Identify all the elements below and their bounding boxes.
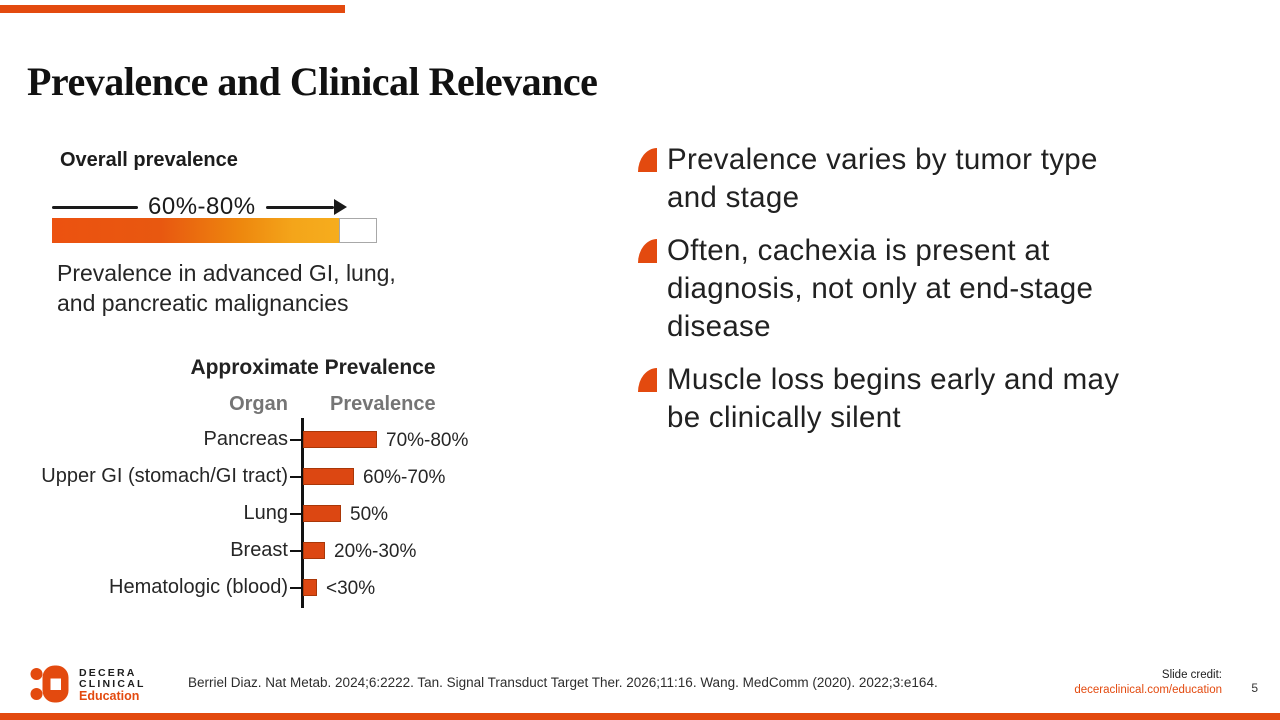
bar-value-label: 50% xyxy=(350,504,389,525)
gradient-empty-segment xyxy=(339,218,377,243)
overall-prevalence-heading: Overall prevalence xyxy=(60,149,238,171)
arrow-line-left xyxy=(52,205,138,209)
chart-row: Breast 20%-30% xyxy=(0,539,520,562)
bottom-accent-strip xyxy=(0,713,1280,720)
bullet-text: Prevalence varies by tumor type and stag… xyxy=(667,143,1098,214)
overall-caption: Prevalence in advanced GI, lung, and pan… xyxy=(57,260,396,316)
prevalence-gradient-bar xyxy=(52,218,377,243)
decera-logo: DECERA CLINICAL Education xyxy=(30,664,146,704)
bullet-text: Muscle loss begins early and may be clin… xyxy=(667,363,1120,434)
chart-bar xyxy=(303,579,317,596)
bullet-flag-icon xyxy=(638,239,657,263)
arrow-line-right xyxy=(265,205,334,209)
organ-label: Lung xyxy=(243,502,289,524)
bullet-item: Prevalence varies by tumor type and stag… xyxy=(638,141,1223,217)
slide-credit: Slide credit: deceraclinical.com/educati… xyxy=(1074,668,1222,698)
slide-credit-link[interactable]: deceraclinical.com/education xyxy=(1074,684,1222,696)
organ-label: Hematologic (blood) xyxy=(109,576,288,598)
chart-bar xyxy=(303,431,377,448)
bullet-flag-icon xyxy=(638,368,657,392)
chart-column-organ: Organ xyxy=(229,393,288,415)
bullet-item: Often, cachexia is present at diagnosis,… xyxy=(638,232,1223,346)
page-number: 5 xyxy=(1251,681,1258,695)
chart-row: Upper GI (stomach/GI tract) 60%-70% xyxy=(0,465,520,488)
chart-axis-line xyxy=(301,418,304,608)
logo-line-clinical: CLINICAL xyxy=(79,677,146,690)
logo-line-decera: DECERA xyxy=(79,667,137,679)
chart-title: Approximate Prevalence xyxy=(190,356,436,379)
chart-row: Pancreas 70%-80% xyxy=(0,428,520,451)
bullet-flag-icon xyxy=(638,148,657,172)
bar-value-label: 20%-30% xyxy=(334,541,417,562)
bullet-item: Muscle loss begins early and may be clin… xyxy=(638,361,1223,437)
bullet-list: Prevalence varies by tumor type and stag… xyxy=(638,141,1223,452)
organ-label: Pancreas xyxy=(203,428,289,450)
chart-bar xyxy=(303,468,354,485)
logo-text: DECERA CLINICAL Education xyxy=(79,664,146,704)
gradient-fill xyxy=(52,218,339,243)
citation-text: Berriel Diaz. Nat Metab. 2024;6:2222. Ta… xyxy=(188,675,938,690)
bullet-text: Often, cachexia is present at diagnosis,… xyxy=(667,234,1094,343)
range-label: 60%-80% xyxy=(148,193,256,220)
axis-tick xyxy=(290,587,301,589)
chart-row: Hematologic (blood) <30% xyxy=(0,576,520,599)
arrow-right-icon xyxy=(333,199,347,215)
axis-tick xyxy=(290,513,301,515)
chart-row: Lung 50% xyxy=(0,502,520,525)
prevalence-chart: Approximate Prevalence Organ Prevalence … xyxy=(0,352,520,616)
logo-line-education: Education xyxy=(79,689,140,703)
bar-value-label: 70%-80% xyxy=(386,430,469,451)
axis-tick xyxy=(290,476,301,478)
range-arrow: 60%-80% xyxy=(52,193,347,221)
organ-label: Breast xyxy=(230,539,288,561)
bar-value-label: <30% xyxy=(326,578,376,599)
chart-bar xyxy=(303,505,341,522)
chart-bar xyxy=(303,542,325,559)
axis-tick xyxy=(290,439,301,441)
organ-label: Upper GI (stomach/GI tract) xyxy=(41,465,288,487)
page-title: Prevalence and Clinical Relevance xyxy=(27,59,598,104)
chart-column-prevalence: Prevalence xyxy=(330,393,436,415)
bar-value-label: 60%-70% xyxy=(363,467,446,488)
top-accent-strip xyxy=(0,5,345,13)
slide-credit-label: Slide credit: xyxy=(1161,669,1222,681)
axis-tick xyxy=(290,550,301,552)
decera-logo-icon xyxy=(30,665,69,703)
